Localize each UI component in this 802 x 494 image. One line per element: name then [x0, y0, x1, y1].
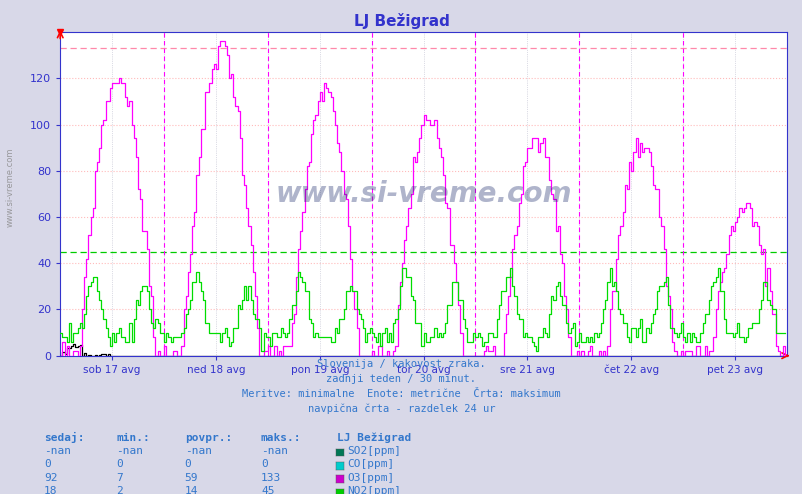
Text: CO[ppm]: CO[ppm] [346, 459, 394, 469]
Text: Meritve: minimalne  Enote: metrične  Črta: maksimum: Meritve: minimalne Enote: metrične Črta:… [242, 389, 560, 399]
Text: 7: 7 [116, 473, 123, 483]
Text: -nan: -nan [44, 446, 71, 456]
Text: 18: 18 [44, 486, 58, 494]
Text: O3[ppm]: O3[ppm] [346, 473, 394, 483]
Text: povpr.:: povpr.: [184, 433, 232, 443]
Text: 59: 59 [184, 473, 198, 483]
Text: LJ Bežigrad: LJ Bežigrad [353, 13, 449, 29]
Text: NO2[ppm]: NO2[ppm] [346, 486, 400, 494]
Text: SO2[ppm]: SO2[ppm] [346, 446, 400, 456]
Text: -nan: -nan [116, 446, 144, 456]
Text: www.si-vreme.com: www.si-vreme.com [6, 148, 15, 227]
Text: navpična črta - razdelek 24 ur: navpična črta - razdelek 24 ur [307, 404, 495, 414]
Text: LJ Bežigrad: LJ Bežigrad [337, 432, 411, 443]
Text: 45: 45 [261, 486, 274, 494]
Text: 133: 133 [261, 473, 281, 483]
Text: 0: 0 [44, 459, 51, 469]
Text: www.si-vreme.com: www.si-vreme.com [275, 180, 571, 208]
Text: Slovenija / kakovost zraka.: Slovenija / kakovost zraka. [317, 359, 485, 369]
Text: maks.:: maks.: [261, 433, 301, 443]
Text: 2: 2 [116, 486, 123, 494]
Text: -nan: -nan [184, 446, 212, 456]
Text: 92: 92 [44, 473, 58, 483]
Text: sedaj:: sedaj: [44, 432, 84, 443]
Text: 0: 0 [261, 459, 267, 469]
Text: 14: 14 [184, 486, 198, 494]
Text: 0: 0 [116, 459, 123, 469]
Text: min.:: min.: [116, 433, 150, 443]
Text: 0: 0 [184, 459, 191, 469]
Text: zadnji teden / 30 minut.: zadnji teden / 30 minut. [326, 374, 476, 384]
Text: -nan: -nan [261, 446, 288, 456]
